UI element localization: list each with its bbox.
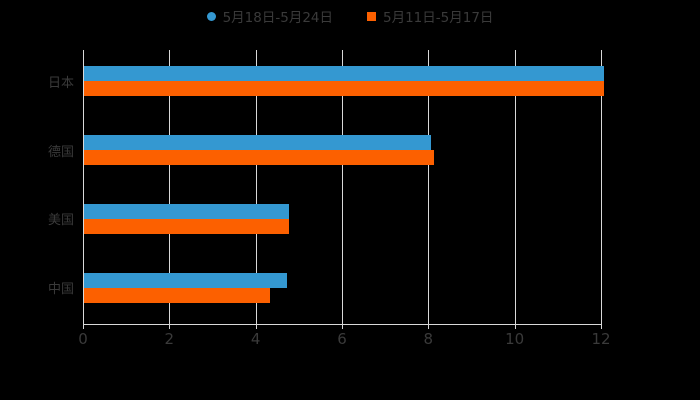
bar-日本-series-0[interactable] (84, 66, 605, 82)
x-tick-label: 8 (423, 330, 434, 348)
bar-德国-series-1[interactable] (84, 150, 434, 166)
bar-日本-series-1[interactable] (84, 81, 605, 97)
x-tick-mark-2 (169, 325, 171, 329)
bar-group-中国: 中国 (48, 272, 602, 303)
y-tick-label: 日本 (47, 75, 74, 91)
bar-group-日本: 日本 (48, 66, 605, 97)
square-marker-icon (367, 11, 376, 21)
x-tick-label: 4 (250, 330, 261, 348)
plot-area: 0 2 4 6 8 10 12 日本德国美国中国 (48, 50, 611, 348)
circle-marker-icon (206, 11, 216, 21)
y-tick-label: 德国 (47, 144, 74, 160)
bar-美国-series-1[interactable] (84, 218, 290, 234)
chart-legend: 5月18日-5月24日 5月11日-5月17日 (0, 6, 700, 26)
x-tick-mark-0 (83, 325, 84, 329)
x-tick-label: 0 (78, 330, 88, 348)
bar-group-德国: 德国 (48, 135, 602, 166)
bar-美国-series-0[interactable] (84, 203, 290, 219)
x-tick-label: 6 (337, 330, 347, 348)
bar-中国-series-0[interactable] (84, 272, 287, 288)
gridline-x-8 (428, 50, 430, 325)
x-tick-mark-12 (601, 325, 602, 329)
bar-德国-series-0[interactable] (84, 135, 432, 151)
x-tick-label: 10 (505, 330, 525, 348)
legend-label-0: 5月18日-5月24日 (222, 10, 333, 26)
legend-item-1[interactable]: 5月11日-5月17日 (367, 6, 493, 26)
legend-item-0[interactable]: 5月18日-5月24日 (206, 6, 333, 26)
x-tick-label: 2 (164, 330, 175, 348)
x-tick-mark-6 (342, 325, 343, 329)
y-axis-line (83, 50, 84, 325)
gridline-x-6 (342, 50, 343, 325)
gridline-x-12 (601, 50, 602, 325)
gridline-x-10 (514, 50, 516, 325)
gridline-x-2 (169, 50, 171, 325)
x-tick-mark-10 (514, 325, 516, 329)
x-tick-label: 12 (591, 330, 611, 348)
y-tick-label: 中国 (47, 282, 74, 298)
bar-group-美国: 美国 (48, 203, 602, 234)
x-tick-mark-8 (428, 325, 430, 329)
bar-中国-series-1[interactable] (84, 287, 270, 303)
x-tick-mark-4 (255, 325, 257, 329)
gridline-x-4 (255, 50, 257, 325)
y-tick-label: 美国 (47, 213, 74, 229)
legend-label-1: 5月11日-5月17日 (383, 10, 494, 26)
